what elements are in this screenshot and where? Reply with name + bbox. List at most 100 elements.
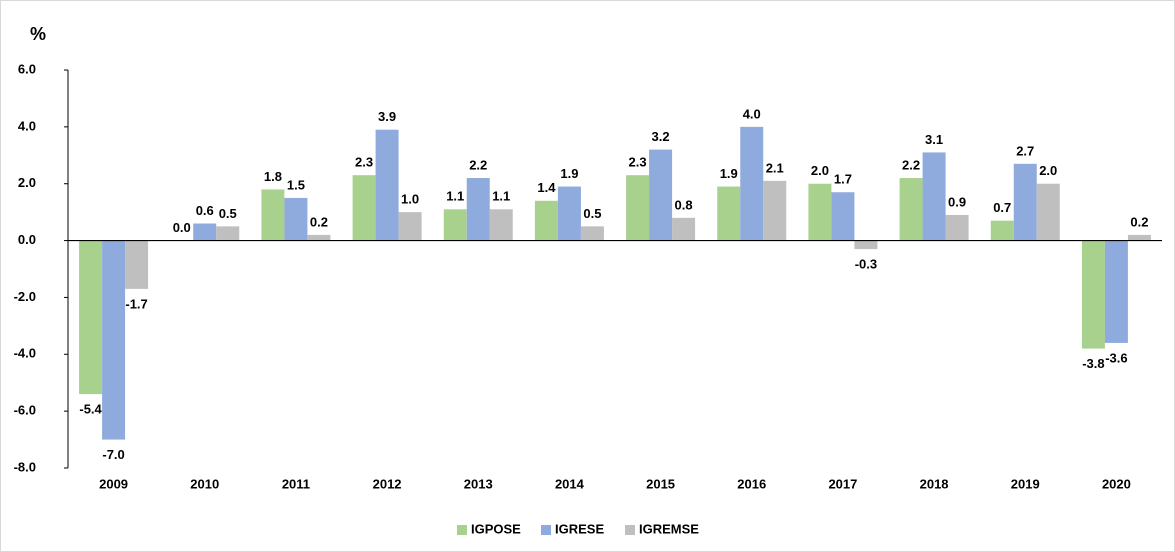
bar xyxy=(854,240,878,250)
legend-swatch xyxy=(625,525,635,535)
value-label: 2.7 xyxy=(1016,143,1034,158)
bar xyxy=(398,212,422,241)
value-label: 1.9 xyxy=(560,166,578,181)
x-tick-label: 2018 xyxy=(920,476,949,491)
x-tick-label: 2017 xyxy=(828,476,857,491)
value-label: 1.1 xyxy=(446,189,464,204)
bar xyxy=(1081,240,1105,349)
value-label: 1.8 xyxy=(264,169,282,184)
legend-label: IGPOSE xyxy=(471,521,521,536)
y-tick-label: -6.0 xyxy=(14,403,36,418)
legend-swatch xyxy=(541,525,551,535)
bar xyxy=(284,197,308,241)
x-tick-label: 2013 xyxy=(464,476,493,491)
value-label: 1.5 xyxy=(287,177,305,192)
value-label: -1.7 xyxy=(125,296,147,311)
x-tick-label: 2020 xyxy=(1102,476,1131,491)
value-label: 1.4 xyxy=(537,180,556,195)
x-tick-label: 2009 xyxy=(99,476,128,491)
bar xyxy=(831,192,855,241)
legend-swatch xyxy=(457,525,467,535)
bar xyxy=(1104,240,1128,343)
bar xyxy=(557,186,581,241)
legend-label: IGRESE xyxy=(555,521,604,536)
bar xyxy=(489,209,513,241)
bar xyxy=(580,226,604,241)
value-label: 0.5 xyxy=(583,206,601,221)
bar xyxy=(945,214,969,241)
value-label: 3.9 xyxy=(378,109,396,124)
value-label: 2.2 xyxy=(469,157,487,172)
x-tick-label: 2014 xyxy=(555,476,585,491)
value-label: 0.9 xyxy=(948,194,966,209)
bar xyxy=(990,220,1014,241)
bar xyxy=(261,189,285,241)
bar xyxy=(352,175,376,241)
value-label: 0.5 xyxy=(219,206,237,221)
x-tick-label: 2016 xyxy=(737,476,766,491)
value-label: 2.2 xyxy=(902,157,920,172)
bar xyxy=(102,240,126,440)
x-tick-label: 2012 xyxy=(373,476,402,491)
value-label: 2.0 xyxy=(1039,163,1057,178)
y-tick-label: -2.0 xyxy=(14,289,36,304)
value-label: 2.1 xyxy=(766,160,784,175)
bar xyxy=(1127,234,1151,241)
x-tick-label: 2011 xyxy=(282,476,310,491)
bar xyxy=(443,209,467,241)
bar xyxy=(649,149,673,241)
bar xyxy=(193,223,217,241)
bar xyxy=(672,217,696,241)
bar xyxy=(626,175,650,241)
y-tick-label: -4.0 xyxy=(14,346,36,361)
value-label: 0.8 xyxy=(675,197,693,212)
value-label: 1.9 xyxy=(720,166,738,181)
x-tick-label: 2010 xyxy=(190,476,219,491)
bar xyxy=(740,126,764,241)
bar xyxy=(216,226,240,241)
value-label: 0.7 xyxy=(993,200,1011,215)
y-axis-label: % xyxy=(30,24,46,44)
value-label: -0.3 xyxy=(855,257,877,272)
x-tick-label: 2015 xyxy=(646,476,675,491)
value-label: 3.2 xyxy=(652,129,670,144)
value-label: 2.3 xyxy=(629,155,647,170)
value-label: -7.0 xyxy=(102,447,124,462)
bar xyxy=(922,152,946,241)
value-label: 3.1 xyxy=(925,132,943,147)
y-tick-label: -8.0 xyxy=(14,459,36,474)
bar xyxy=(1036,183,1060,241)
legend-label: IGREMSE xyxy=(639,521,699,536)
bar xyxy=(1013,163,1037,241)
y-tick-label: 4.0 xyxy=(18,118,36,133)
value-label: -5.4 xyxy=(79,402,102,417)
bar xyxy=(534,200,558,241)
bar xyxy=(375,129,399,241)
value-label: 2.0 xyxy=(811,163,829,178)
value-label: 0.2 xyxy=(1130,214,1148,229)
value-label: 1.7 xyxy=(834,172,852,187)
value-label: 2.3 xyxy=(355,155,373,170)
value-label: 4.0 xyxy=(743,106,761,121)
y-tick-label: 6.0 xyxy=(18,61,36,76)
value-label: 0.0 xyxy=(173,220,191,235)
bar xyxy=(899,178,923,241)
value-label: 0.6 xyxy=(196,203,214,218)
value-label: 1.1 xyxy=(492,189,510,204)
bar xyxy=(466,178,490,241)
value-label: -3.8 xyxy=(1082,356,1104,371)
bar xyxy=(125,240,149,289)
bar xyxy=(79,240,103,395)
bar xyxy=(717,186,741,241)
x-tick-label: 2019 xyxy=(1011,476,1040,491)
bar xyxy=(763,180,787,241)
bar xyxy=(307,234,331,241)
y-tick-label: 2.0 xyxy=(18,175,36,190)
bar xyxy=(808,183,832,241)
y-tick-label: 0.0 xyxy=(18,232,36,247)
value-label: 0.2 xyxy=(310,214,328,229)
value-label: 1.0 xyxy=(401,192,419,207)
value-label: -3.6 xyxy=(1105,350,1127,365)
